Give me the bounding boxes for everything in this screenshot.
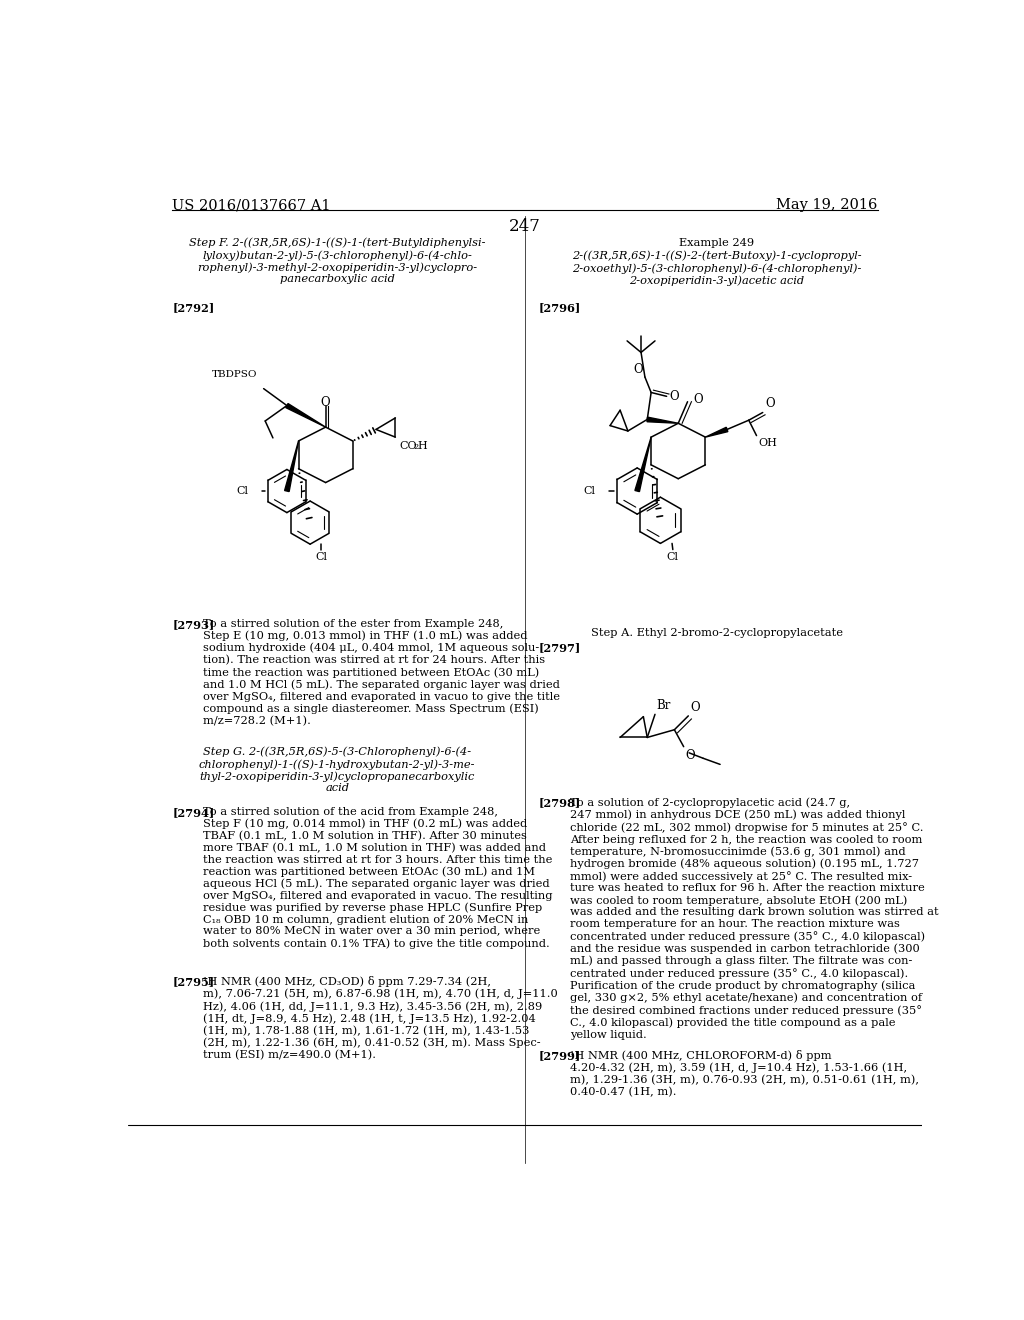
Text: Cl: Cl [315,552,327,562]
Text: H: H [417,441,427,451]
Text: [2799]: [2799] [539,1051,581,1061]
Text: [2795]: [2795] [172,977,214,987]
Text: 247: 247 [509,218,541,235]
Text: 2-((3R,5R,6S)-1-((S)-2-(tert-Butoxy)-1-cyclopropyl-
2-oxoethyl)-5-(3-chloropheny: 2-((3R,5R,6S)-1-((S)-2-(tert-Butoxy)-1-c… [572,251,862,286]
Polygon shape [285,441,299,491]
Text: Cl: Cl [667,552,679,562]
Text: O: O [765,397,775,411]
Text: Br: Br [656,700,671,711]
Text: To a stirred solution of the acid from Example 248,
Step F (10 mg, 0.014 mmol) i: To a stirred solution of the acid from E… [203,807,553,949]
Polygon shape [706,428,728,437]
Text: TBDPSO: TBDPSO [212,371,257,379]
Text: Cl: Cl [237,486,248,496]
Text: O: O [693,393,703,407]
Text: O: O [321,396,331,409]
Text: O: O [690,701,700,714]
Text: [2797]: [2797] [539,642,581,653]
Text: May 19, 2016: May 19, 2016 [776,198,878,213]
Text: Cl: Cl [584,486,595,496]
Text: [2796]: [2796] [539,302,581,313]
Text: O: O [685,748,695,762]
Text: To a solution of 2-cyclopropylacetic acid (24.7 g,
247 mmol) in anhydrous DCE (2: To a solution of 2-cyclopropylacetic aci… [569,797,938,1040]
Polygon shape [286,404,326,428]
Text: CO: CO [399,441,417,451]
Text: [2792]: [2792] [172,302,214,313]
Polygon shape [647,417,678,424]
Text: ¹H NMR (400 MHz, CD₃OD) δ ppm 7.29-7.34 (2H,
m), 7.06-7.21 (5H, m), 6.87-6.98 (1: ¹H NMR (400 MHz, CD₃OD) δ ppm 7.29-7.34 … [203,977,558,1060]
Text: US 2016/0137667 A1: US 2016/0137667 A1 [172,198,331,213]
Polygon shape [635,437,651,491]
Text: Example 249: Example 249 [680,238,755,248]
Text: Step F. 2-((3R,5R,6S)-1-((S)-1-(tert-Butyldiphenylsi-
lyloxy)butan-2-yl)-5-(3-ch: Step F. 2-((3R,5R,6S)-1-((S)-1-(tert-But… [189,238,485,284]
Text: [2798]: [2798] [539,797,581,808]
Text: OH: OH [759,438,777,447]
Text: [2794]: [2794] [172,807,214,817]
Text: [2793]: [2793] [172,619,214,630]
Text: Step G. 2-((3R,5R,6S)-5-(3-Chlorophenyl)-6-(4-
chlorophenyl)-1-((S)-1-hydroxybut: Step G. 2-((3R,5R,6S)-5-(3-Chlorophenyl)… [199,747,475,793]
Text: To a stirred solution of the ester from Example 248,
Step E (10 mg, 0.013 mmol) : To a stirred solution of the ester from … [203,619,560,726]
Text: ¹H NMR (400 MHz, CHLOROFORM-d) δ ppm
4.20-4.32 (2H, m), 3.59 (1H, d, J=10.4 Hz),: ¹H NMR (400 MHz, CHLOROFORM-d) δ ppm 4.2… [569,1051,919,1097]
Text: O: O [634,363,643,376]
Text: O: O [670,389,679,403]
Text: 2: 2 [414,444,419,451]
Text: Step A. Ethyl 2-bromo-2-cyclopropylacetate: Step A. Ethyl 2-bromo-2-cyclopropylaceta… [591,628,843,638]
